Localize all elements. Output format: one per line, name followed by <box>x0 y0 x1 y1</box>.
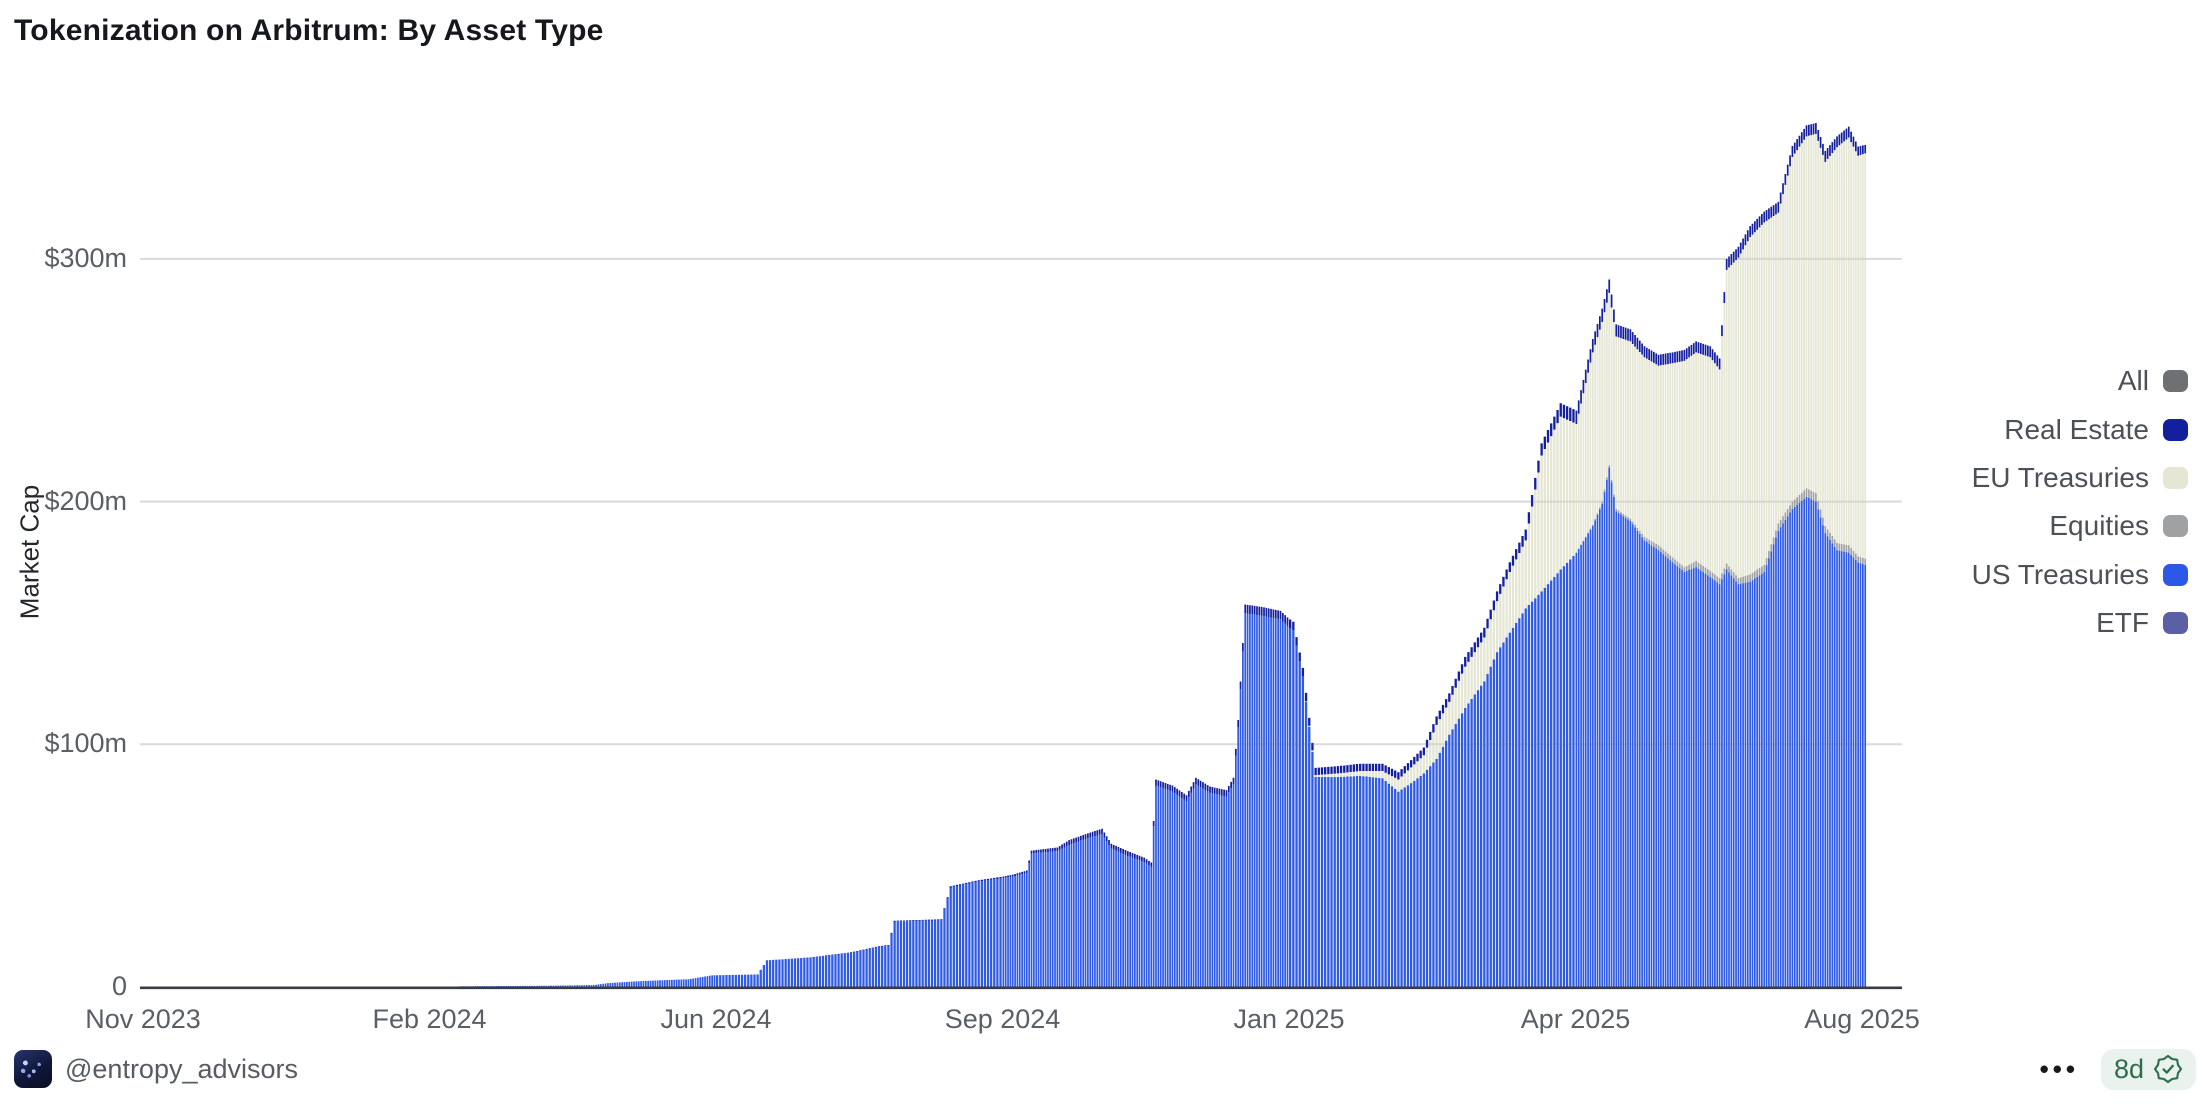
x-tick-feb-2024: Feb 2024 <box>372 1004 487 1034</box>
legend-swatch-us-treasuries <box>2163 563 2188 586</box>
legend-label: EU Treasuries <box>1971 461 2149 493</box>
y-tick-100: $100m <box>44 728 127 759</box>
chart-legend: All Real Estate EU Treasuries Equities US Tr… <box>1972 357 2188 647</box>
legend-label: Real Estate <box>2004 413 2149 445</box>
legend-item-real-estate[interactable]: Real Estate <box>2004 405 2188 453</box>
legend-label: Equities <box>2049 510 2149 542</box>
series-eu-treasuries-bars <box>1304 133 1867 792</box>
legend-swatch-all <box>2163 370 2188 393</box>
x-tick-sep-2024: Sep 2024 <box>944 1004 1061 1034</box>
x-tick-jun-2024: Jun 2024 <box>660 1004 772 1034</box>
author-handle[interactable]: @entropy_advisors <box>65 1053 299 1084</box>
x-tick-apr-2025: Apr 2025 <box>1520 1004 1631 1034</box>
page-title: Tokenization on Arbitrum: By Asset Type <box>14 14 604 47</box>
more-options-button[interactable]: ••• <box>2039 1054 2079 1084</box>
legend-item-all[interactable]: All <box>2118 357 2188 405</box>
legend-swatch-real-estate <box>2163 418 2188 441</box>
legend-swatch-equities <box>2163 515 2188 538</box>
y-tick-300: $300m <box>44 242 127 273</box>
series-us-treasuries-bars <box>453 467 1867 987</box>
legend-label: All <box>2117 365 2149 397</box>
x-tick-jan-2025: Jan 2025 <box>1233 1004 1345 1034</box>
footer-bar: @entropy_advisors ••• 8d <box>14 1044 2196 1094</box>
legend-swatch-etf <box>2163 612 2188 635</box>
legend-swatch-eu-treasuries <box>2163 466 2188 489</box>
age-badge[interactable]: 8d <box>2100 1048 2196 1090</box>
x-tick-aug-2025: Aug 2025 <box>1804 1004 1920 1034</box>
legend-item-etf[interactable]: ETF <box>2096 599 2188 647</box>
y-tick-0: 0 <box>111 971 127 1001</box>
x-tick-nov-2023: Nov 2023 <box>85 1004 201 1034</box>
attribution: @entropy_advisors <box>14 1050 298 1088</box>
legend-label: US Treasuries <box>1971 558 2149 590</box>
legend-item-equities[interactable]: Equities <box>2049 502 2188 550</box>
legend-item-us-treasuries[interactable]: US Treasuries <box>1972 551 2188 599</box>
y-tick-200: $200m <box>44 485 127 516</box>
footer-actions: ••• 8d <box>2039 1048 2196 1090</box>
legend-item-eu-treasuries[interactable]: EU Treasuries <box>1972 454 2188 502</box>
entropy-advisors-avatar <box>14 1050 52 1088</box>
legend-label: ETF <box>2096 607 2149 639</box>
age-badge-label: 8d <box>2113 1053 2144 1084</box>
verified-badge-icon <box>2153 1054 2183 1084</box>
